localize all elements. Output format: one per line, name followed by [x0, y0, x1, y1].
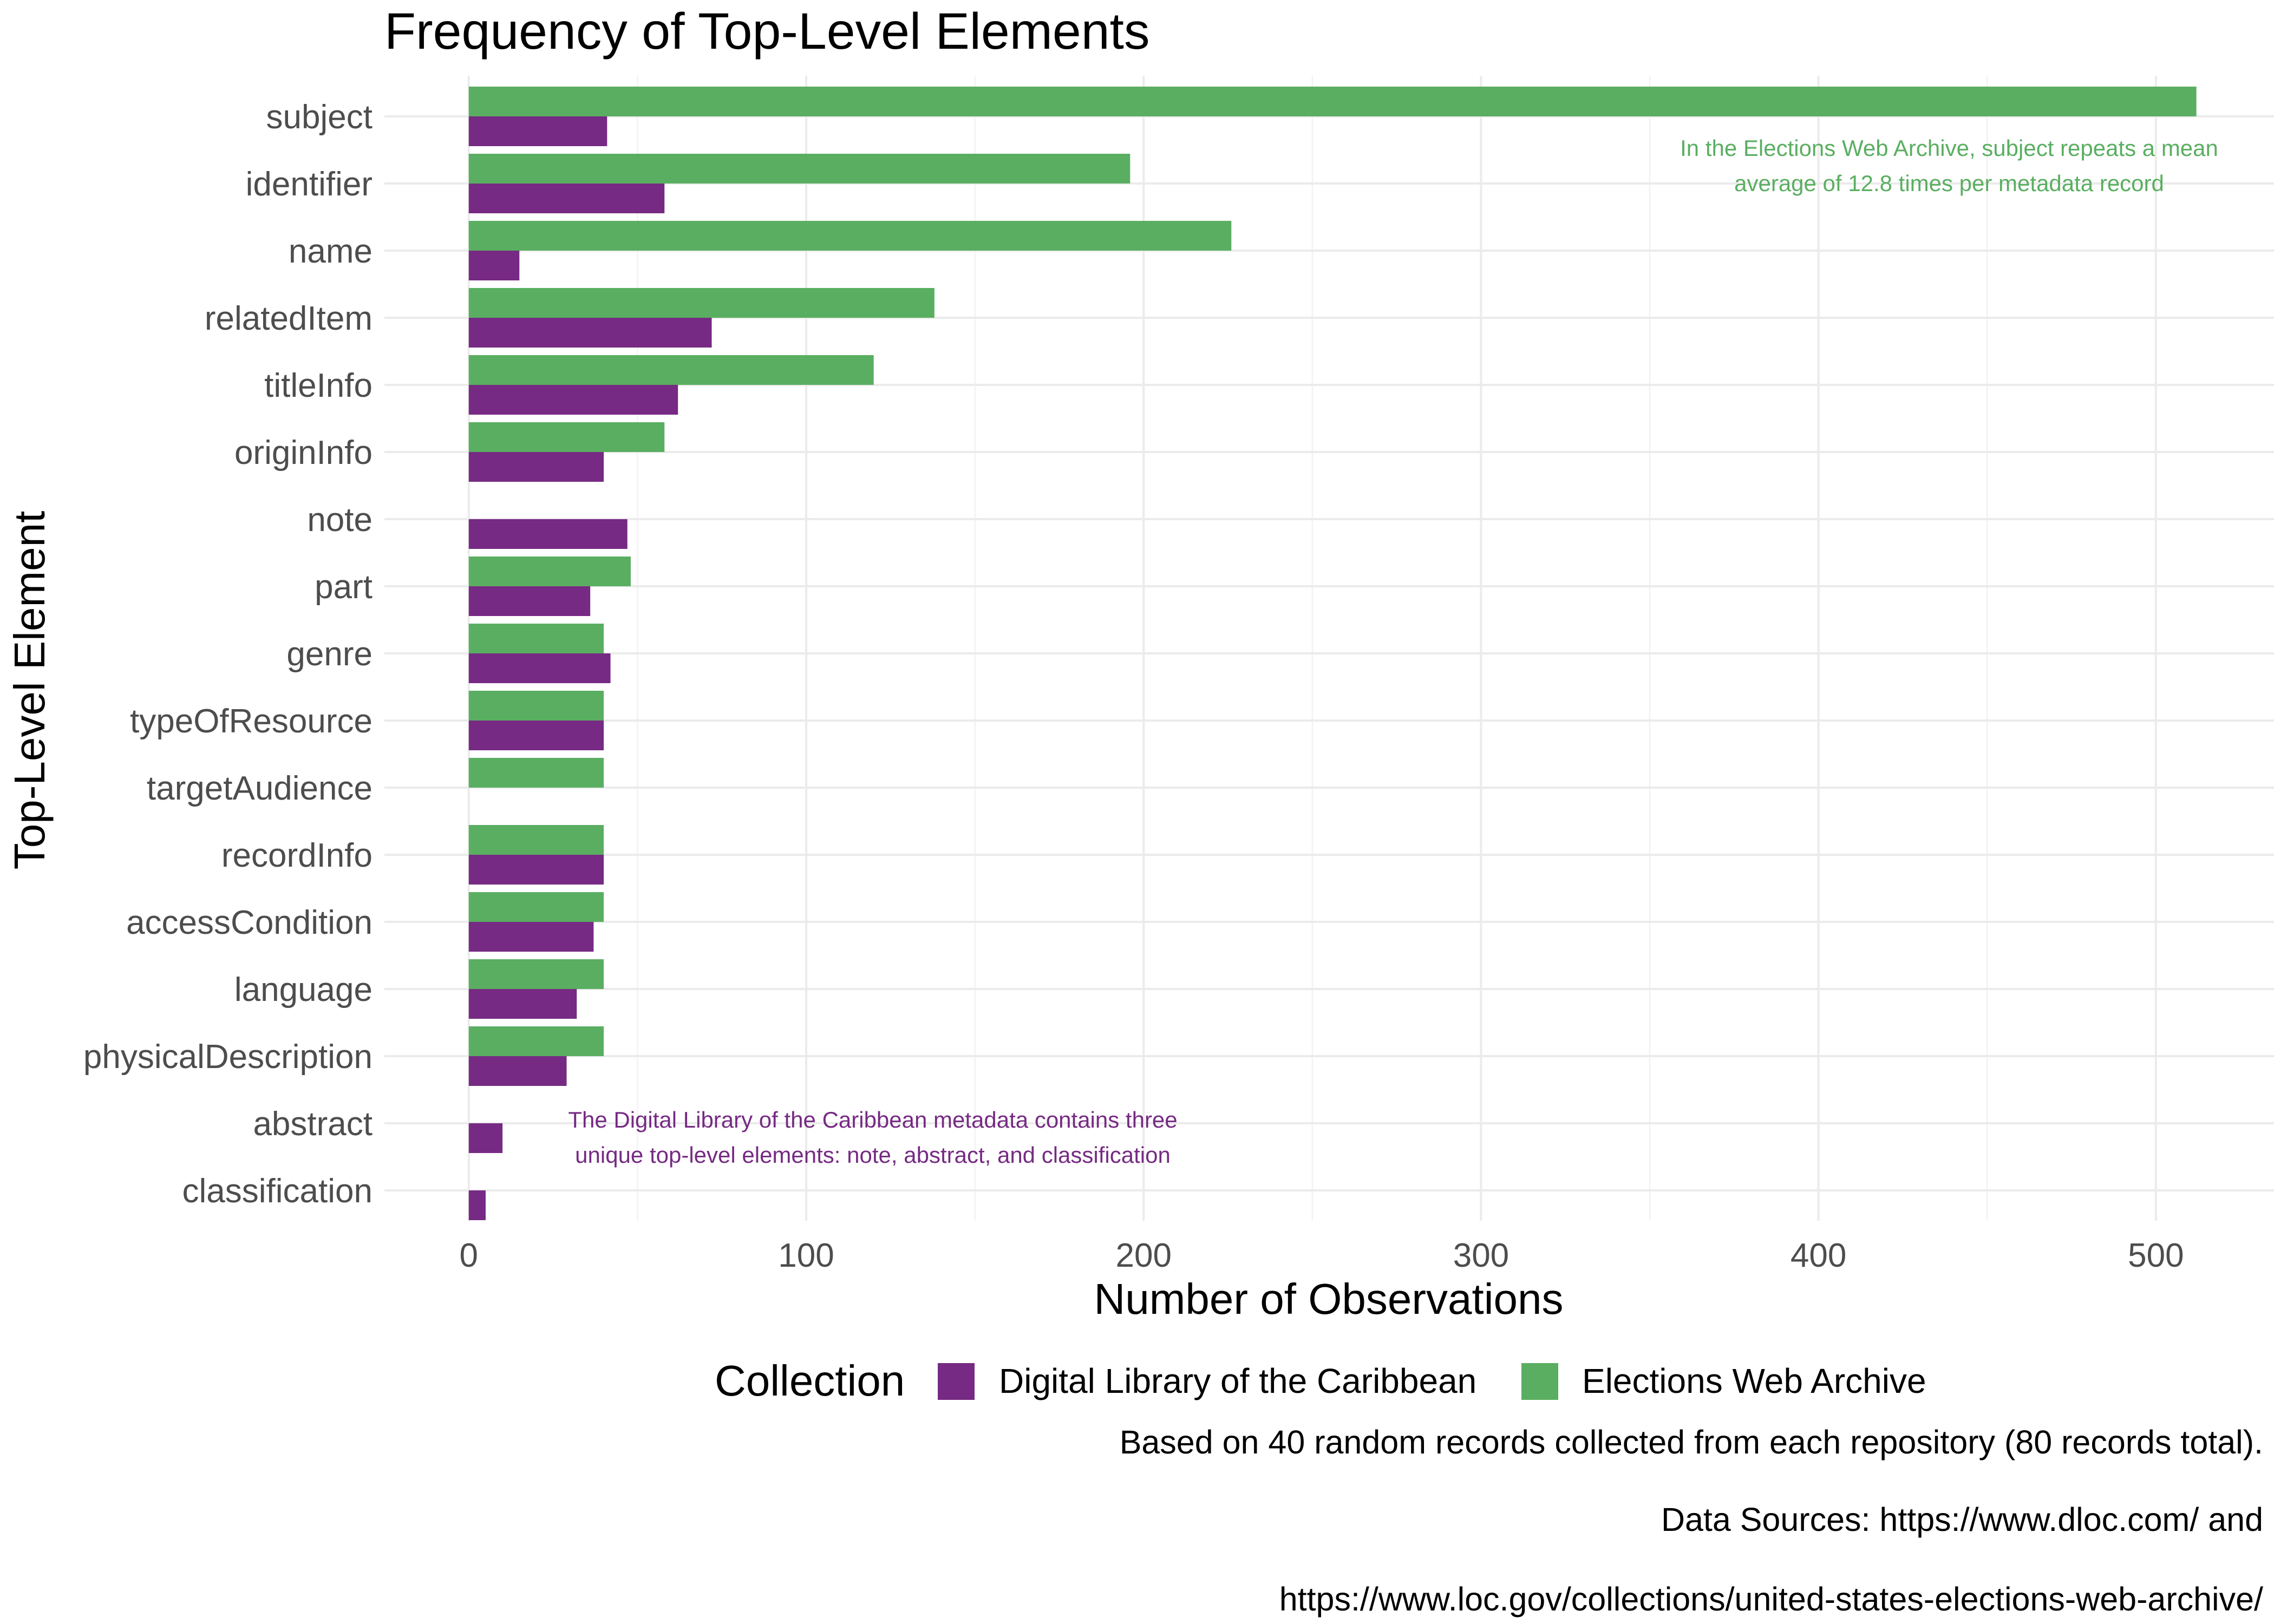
bar-elections-titleInfo	[468, 355, 874, 385]
bar-caribbean-identifier	[468, 184, 665, 213]
annotation-line: In the Elections Web Archive, subject re…	[1680, 135, 2218, 161]
tick-label: 100	[778, 1237, 834, 1274]
legend-label: Digital Library of the Caribbean	[999, 1361, 1476, 1400]
bar-elections-typeOfResource	[468, 691, 604, 721]
bar-caribbean-physicalDescription	[468, 1056, 567, 1086]
category-label: physicalDescription	[83, 1038, 373, 1076]
bar-caribbean-originInfo	[468, 452, 604, 482]
bar-elections-genre	[468, 624, 604, 653]
caption: Based on 40 random records collected fro…	[1120, 1424, 2263, 1618]
category-label: identifier	[246, 166, 373, 203]
bar-caribbean-language	[468, 989, 577, 1019]
category-label: language	[234, 971, 373, 1009]
category-label: typeOfResource	[130, 703, 373, 740]
category-label: name	[289, 233, 373, 270]
bar-caribbean-subject	[468, 116, 607, 146]
bar-caribbean-classification	[468, 1190, 486, 1220]
annotations: In the Elections Web Archive, subject re…	[568, 135, 2218, 1168]
category-label: part	[315, 568, 373, 606]
legend-key	[938, 1363, 975, 1400]
legend-label: Elections Web Archive	[1582, 1361, 1926, 1400]
tick-label: 200	[1116, 1237, 1172, 1274]
annotation-line: The Digital Library of the Caribbean met…	[568, 1107, 1177, 1132]
bar-elections-originInfo	[468, 422, 665, 452]
bar-caribbean-accessCondition	[468, 922, 594, 952]
category-label: note	[307, 501, 373, 539]
bar-caribbean-part	[468, 586, 591, 616]
legend-title: Collection	[715, 1357, 905, 1405]
category-label: originInfo	[234, 434, 373, 472]
tick-label: 500	[2128, 1237, 2184, 1274]
chart-title: Frequency of Top-Level Elements	[384, 3, 1149, 60]
bar-elections-name	[468, 221, 1232, 251]
bars	[468, 87, 2197, 1220]
caption-line: Based on 40 random records collected fro…	[1120, 1424, 2263, 1461]
caption-line: Data Sources: https://www.dloc.com/ and	[1661, 1501, 2263, 1538]
category-label: titleInfo	[264, 367, 373, 404]
annotation-line: unique top-level elements: note, abstrac…	[575, 1142, 1171, 1168]
category-label: accessCondition	[126, 904, 373, 941]
bar-elections-part	[468, 556, 631, 586]
category-label: genre	[286, 636, 373, 673]
bar-elections-recordInfo	[468, 825, 604, 855]
x-axis-labels: 0 100 200 300 400 500	[460, 1237, 2184, 1274]
tick-label: 300	[1453, 1237, 1509, 1274]
bar-elections-relatedItem	[468, 288, 935, 318]
bar-elections-identifier	[468, 154, 1131, 184]
bar-caribbean-recordInfo	[468, 855, 604, 885]
bar-caribbean-name	[468, 251, 520, 280]
bar-caribbean-genre	[468, 653, 611, 683]
category-label: targetAudience	[147, 770, 373, 807]
bar-caribbean-note	[468, 519, 628, 549]
category-label: relatedItem	[205, 300, 373, 337]
annotation-line: average of 12.8 times per metadata recor…	[1734, 171, 2164, 196]
bar-elections-language	[468, 959, 604, 989]
bar-elections-accessCondition	[468, 892, 604, 922]
annotation: The Digital Library of the Caribbean met…	[568, 1107, 1177, 1168]
tick-label: 0	[460, 1237, 478, 1274]
tick-label: 400	[1791, 1237, 1846, 1274]
x-axis-title: Number of Observations	[1094, 1275, 1563, 1323]
bar-caribbean-typeOfResource	[468, 721, 604, 750]
annotation: In the Elections Web Archive, subject re…	[1680, 135, 2218, 196]
legend-key	[1521, 1363, 1558, 1400]
bar-caribbean-titleInfo	[468, 385, 678, 415]
bar-elections-targetAudience	[468, 758, 604, 788]
caption-line: https://www.loc.gov/collections/united-s…	[1279, 1581, 2263, 1618]
y-axis-labels: subject identifier name relatedItem titleInf…	[83, 99, 373, 1210]
category-label: recordInfo	[221, 837, 373, 874]
bar-caribbean-abstract	[468, 1123, 503, 1153]
category-label: subject	[266, 99, 373, 136]
category-label: classification	[182, 1173, 373, 1210]
bar-elections-physicalDescription	[468, 1026, 604, 1056]
legend: Collection Digital Library of the Caribb…	[715, 1357, 1926, 1405]
bar-caribbean-relatedItem	[468, 318, 712, 348]
category-label: abstract	[253, 1105, 373, 1143]
bar-elections-subject	[468, 87, 2197, 116]
y-axis-title: Top-Level Element	[5, 511, 54, 870]
